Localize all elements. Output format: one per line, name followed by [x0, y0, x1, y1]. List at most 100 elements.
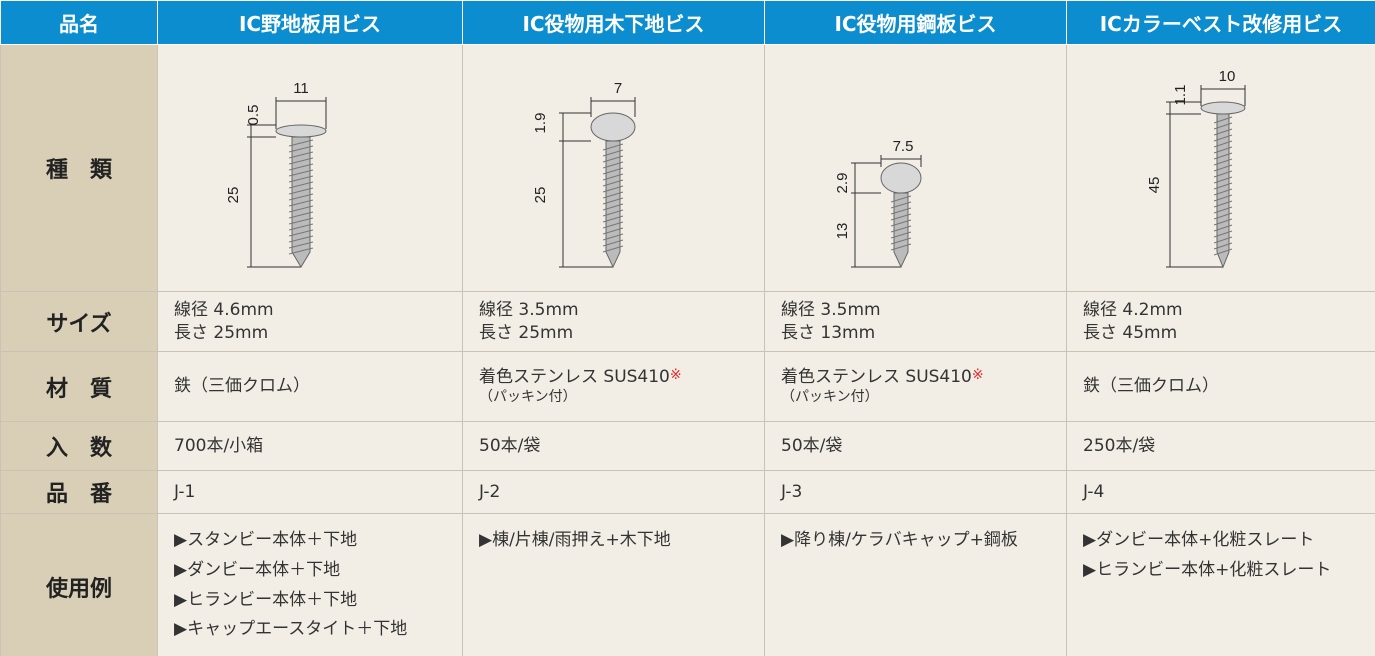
dim-line — [602, 239, 624, 247]
screw-head — [1200, 101, 1246, 115]
row-label: 入 数 — [0, 421, 158, 471]
row-label: 品 番 — [0, 470, 158, 514]
cell: 50本/袋 — [764, 421, 1067, 471]
dim-line — [288, 175, 314, 183]
dim-line — [1213, 206, 1233, 214]
dim-line — [288, 235, 314, 243]
cell-line: J-2 — [479, 481, 501, 502]
cell-line: ▶ダンビー本体+化粧スレート — [1083, 530, 1315, 550]
image-cell: 7 1.9 25 — [462, 44, 765, 292]
cell-line: J-4 — [1083, 481, 1105, 502]
header-cell: IC役物用木下地ビス — [462, 0, 765, 45]
dimension-label: 2.9 — [834, 173, 851, 194]
row: 使用例 ▶スタンビー本体＋下地 ▶ダンビー本体＋下地 ▶ヒランビー本体＋下地 ▶キャップ… — [0, 513, 1375, 656]
dim-line — [1213, 164, 1233, 172]
cell-line: 50本/袋 — [781, 435, 843, 456]
header-cell: ICカラーベスト改修用ビス — [1066, 0, 1375, 45]
dim-line — [890, 243, 912, 251]
dim-line — [1213, 134, 1233, 142]
dim-line — [1213, 116, 1233, 124]
dimension-label: 0.5 — [245, 105, 262, 126]
cell: 250本/袋 — [1066, 421, 1375, 471]
cell-line: 線径 4.6mm — [174, 300, 274, 321]
cell: 50本/袋 — [462, 421, 765, 471]
dim-line — [602, 167, 624, 175]
dim-line — [1213, 140, 1233, 148]
dim-line — [288, 181, 314, 189]
note-mark: ※ — [971, 367, 984, 384]
screw-head — [275, 124, 327, 138]
dim-line — [602, 221, 624, 229]
dim-line — [1213, 242, 1233, 250]
cell-text: 着色ステンレス SUS410 — [479, 367, 670, 388]
dimension-label: 1.9 — [532, 113, 549, 134]
row-label: 使用例 — [0, 513, 158, 656]
image-row: 種 類 11 0.5 25 7 1.9 25 7.5 2.9 13 10 1.1 45 — [0, 44, 1375, 292]
cell: ▶ダンビー本体+化粧スレート ▶ヒランビー本体+化粧スレート — [1066, 513, 1375, 656]
image-cell: 11 0.5 25 — [157, 44, 463, 292]
screw-drawing: 10 1.1 45 — [1146, 68, 1246, 269]
cell: ▶棟/片棟/雨押え+木下地 — [462, 513, 765, 656]
dim-line — [602, 191, 624, 199]
dim-line — [1213, 212, 1233, 220]
cell: J-1 — [157, 470, 463, 514]
dim-line — [602, 143, 624, 151]
row: 入 数 700本/小箱 50本/袋 50本/袋 250本/袋 — [0, 421, 1375, 471]
cell-text: 着色ステンレス SUS410 — [781, 367, 972, 388]
dimension-label: 45 — [1146, 177, 1163, 194]
dim-line — [1213, 194, 1233, 202]
dim-line — [1213, 224, 1233, 232]
dim-line — [602, 173, 624, 181]
cell: 鉄（三価クロム） — [1066, 351, 1375, 422]
dim-line — [602, 179, 624, 187]
dim-line — [602, 161, 624, 169]
cell-line: ▶ヒランビー本体＋下地 — [174, 589, 358, 610]
cell: 線径 3.5mm 長さ 13mm — [764, 291, 1067, 352]
cell-line: 線径 3.5mm — [781, 300, 881, 321]
dim-line — [890, 225, 912, 233]
dim-line — [288, 199, 314, 207]
cell-line: ▶キャップエースタイト＋下地 — [174, 619, 408, 640]
cell: J-4 — [1066, 470, 1375, 514]
dim-line — [602, 185, 624, 193]
cell-line: 50本/袋 — [479, 435, 541, 456]
dim-line — [1213, 230, 1233, 238]
cell: ▶スタンビー本体＋下地 ▶ダンビー本体＋下地 ▶ヒランビー本体＋下地 ▶キャップエース… — [157, 513, 463, 656]
screw-drawing: 11 0.5 25 — [225, 80, 327, 268]
dim-line — [288, 187, 314, 195]
cell-sub: （パッキン付） — [479, 389, 577, 406]
dim-line — [288, 193, 314, 201]
cell-line: 長さ 25mm — [174, 322, 269, 343]
dim-line — [288, 217, 314, 225]
dim-line — [602, 245, 624, 253]
image-cell: 10 1.1 45 — [1066, 44, 1375, 292]
dim-line — [1213, 170, 1233, 178]
cell-sub: （パッキン付） — [781, 389, 879, 406]
dimension-label: 25 — [532, 187, 549, 204]
screw-head — [590, 112, 636, 142]
header-cell: IC役物用鋼板ビス — [764, 0, 1067, 45]
cell: 線径 3.5mm 長さ 25mm — [462, 291, 765, 352]
dim-line — [1213, 152, 1233, 160]
dim-line — [288, 163, 314, 171]
dim-line — [288, 211, 314, 219]
dimension-label: 25 — [225, 187, 242, 204]
dimension-label: 13 — [834, 223, 851, 240]
dim-line — [1213, 218, 1233, 226]
dim-line — [602, 149, 624, 157]
dim-line — [602, 227, 624, 235]
dim-line — [1213, 122, 1233, 130]
row-label: 材 質 — [0, 351, 158, 422]
cell-line: 長さ 25mm — [479, 322, 574, 343]
dim-line — [288, 241, 314, 249]
cell-line: J-1 — [174, 481, 196, 502]
cell: J-3 — [764, 470, 1067, 514]
screw-head — [880, 162, 922, 194]
dim-line — [1213, 200, 1233, 208]
dimension-label: 1.1 — [1172, 85, 1189, 106]
cell-line: 線径 3.5mm — [479, 300, 579, 321]
row: サイズ 線径 4.6mm 長さ 25mm 線径 3.5mm 長さ 25mm 線径 3.5m… — [0, 291, 1375, 352]
dim-line — [1213, 248, 1233, 256]
cell: 線径 4.6mm 長さ 25mm — [157, 291, 463, 352]
dim-line — [288, 169, 314, 177]
